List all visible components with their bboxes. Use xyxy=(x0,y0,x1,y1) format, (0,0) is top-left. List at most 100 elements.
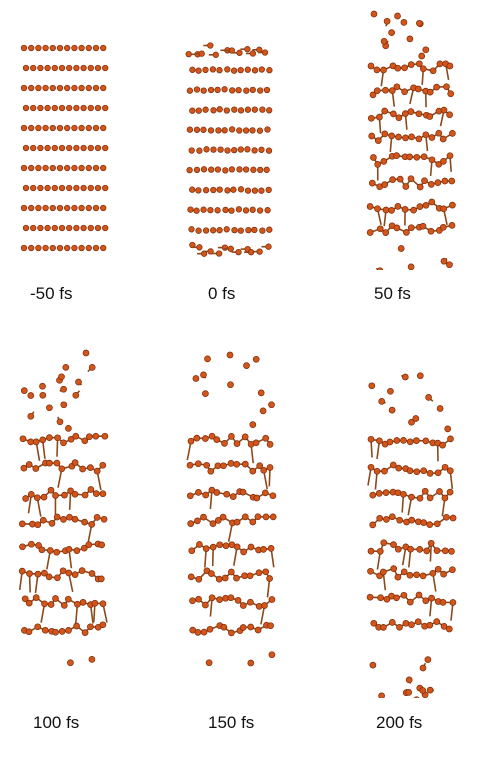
atom xyxy=(251,187,259,194)
atom xyxy=(402,110,409,117)
atom xyxy=(207,206,214,214)
atom xyxy=(249,86,256,94)
atom xyxy=(20,124,28,132)
atom xyxy=(200,206,207,213)
atom xyxy=(49,124,56,132)
atom xyxy=(22,495,29,502)
atom xyxy=(38,546,46,554)
atom xyxy=(427,181,435,188)
atom xyxy=(41,569,48,577)
atom xyxy=(33,494,41,502)
atom xyxy=(189,241,196,249)
atom xyxy=(25,461,33,468)
atom xyxy=(423,547,431,555)
atom xyxy=(56,164,64,172)
atom xyxy=(56,418,64,426)
atom xyxy=(230,186,237,193)
atom xyxy=(28,84,35,92)
atom xyxy=(266,107,273,114)
atom xyxy=(245,226,252,234)
atom xyxy=(40,493,48,501)
atom xyxy=(188,226,195,233)
atom xyxy=(100,124,107,132)
atom xyxy=(257,389,265,397)
atom xyxy=(66,224,73,232)
atom xyxy=(67,487,74,495)
atom xyxy=(64,244,71,252)
atom xyxy=(395,464,403,472)
atom xyxy=(88,656,96,663)
atom xyxy=(26,570,33,577)
atom xyxy=(200,513,207,521)
atom xyxy=(73,64,80,72)
atom xyxy=(82,349,90,357)
atom xyxy=(373,87,381,95)
atom xyxy=(223,107,230,114)
atom xyxy=(20,387,28,394)
atom xyxy=(251,147,258,154)
atom xyxy=(94,64,102,72)
atom xyxy=(397,245,405,252)
atom xyxy=(221,127,228,134)
atom xyxy=(80,544,88,552)
atom xyxy=(102,64,109,72)
atom xyxy=(227,381,234,389)
atom xyxy=(388,132,396,140)
atom xyxy=(64,44,71,52)
atom xyxy=(60,439,67,447)
atom xyxy=(243,362,250,369)
atom xyxy=(54,574,61,582)
atom xyxy=(445,625,453,633)
atom xyxy=(217,146,224,153)
atom xyxy=(419,664,427,672)
atom xyxy=(71,44,78,52)
atom xyxy=(47,486,55,494)
atom xyxy=(65,545,73,553)
atom xyxy=(419,687,427,694)
atom xyxy=(407,108,415,115)
atom xyxy=(247,659,255,667)
atom xyxy=(368,382,376,390)
atom xyxy=(410,206,417,214)
atom xyxy=(231,106,238,113)
atom xyxy=(60,516,67,523)
atom xyxy=(401,64,408,72)
atom xyxy=(71,459,79,466)
atom xyxy=(433,520,441,528)
time-label-6: 200 fs xyxy=(376,713,423,732)
atom xyxy=(427,227,435,235)
atom xyxy=(230,67,238,74)
atom xyxy=(376,547,384,555)
atom xyxy=(449,599,457,606)
atom xyxy=(56,44,64,52)
atom xyxy=(415,110,423,118)
atom xyxy=(62,364,70,371)
atom xyxy=(414,85,422,93)
atom xyxy=(101,432,109,440)
atom xyxy=(439,599,447,606)
atom xyxy=(233,574,240,582)
atom xyxy=(195,489,202,496)
atom xyxy=(189,107,196,114)
atom xyxy=(396,623,403,631)
atom xyxy=(249,518,257,526)
atom xyxy=(227,460,235,467)
atom xyxy=(189,597,196,605)
atom xyxy=(236,127,243,134)
atom xyxy=(449,130,456,137)
atom xyxy=(214,517,222,524)
atom xyxy=(242,127,250,134)
atom xyxy=(212,51,219,58)
atom xyxy=(266,67,273,74)
atom xyxy=(403,229,410,236)
atom xyxy=(368,132,376,140)
atom xyxy=(251,226,258,234)
atom xyxy=(247,623,255,631)
atom xyxy=(389,461,397,469)
atom xyxy=(216,541,224,549)
atom xyxy=(20,164,28,172)
atom xyxy=(266,575,273,582)
atom xyxy=(263,86,271,94)
atom xyxy=(388,406,396,414)
atom xyxy=(41,626,49,634)
